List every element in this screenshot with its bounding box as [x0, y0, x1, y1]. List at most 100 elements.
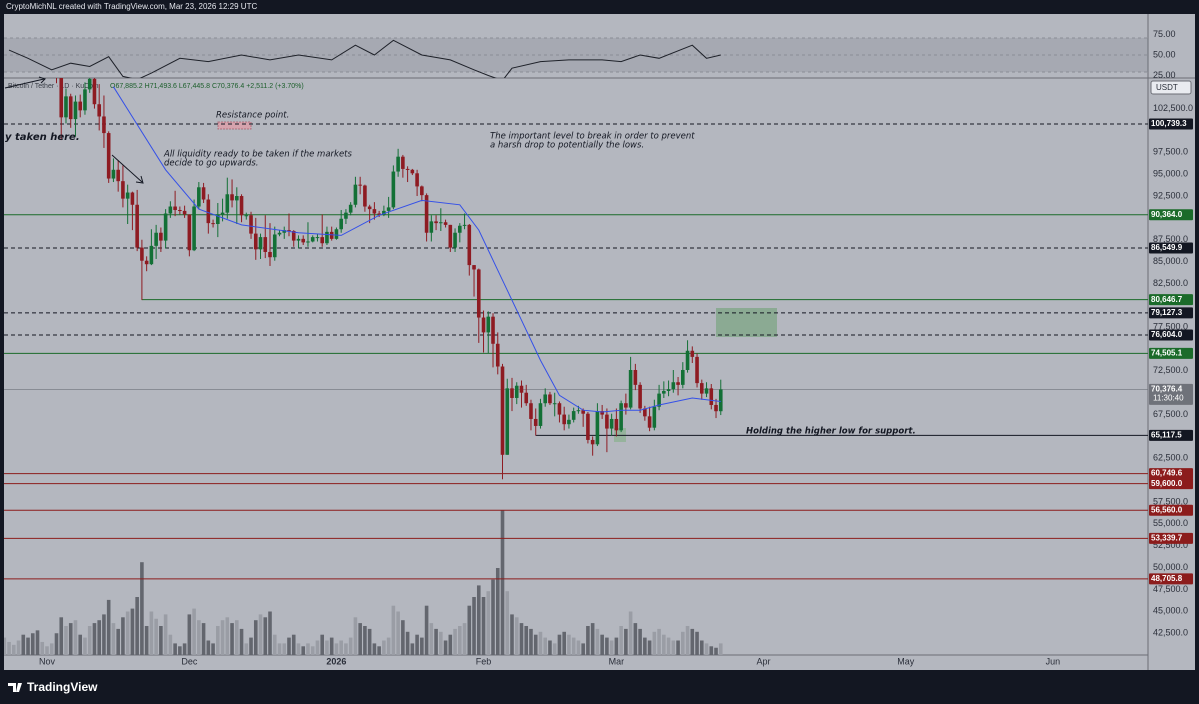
candle-body	[652, 406, 657, 428]
candle-body	[325, 231, 329, 244]
candle-body	[102, 116, 106, 134]
volume-bar	[263, 617, 268, 655]
y-tick-label: 55,000.0	[1153, 518, 1188, 528]
candle-body	[263, 237, 268, 252]
candle-body	[633, 369, 638, 385]
volume-bar	[586, 626, 590, 655]
candle-body	[168, 206, 173, 214]
y-tick-label: 47,500.0	[1153, 584, 1188, 594]
volume-bar	[125, 611, 130, 655]
candle-body	[173, 206, 177, 211]
volume-bar	[519, 623, 524, 655]
volume-bar	[83, 637, 87, 655]
volume-bar	[135, 597, 139, 655]
level-label: 60,749.6	[1151, 469, 1183, 478]
candle-body	[239, 196, 244, 216]
volume-bar	[187, 614, 192, 655]
volume-bar	[111, 623, 116, 655]
candle-body	[73, 101, 78, 120]
volume-bar	[420, 637, 424, 655]
candle-body	[415, 173, 419, 187]
volume-bar	[310, 646, 315, 655]
level-label: 74,505.1	[1151, 348, 1183, 357]
y-tick-label: 62,500.0	[1153, 453, 1188, 463]
candle-body	[562, 414, 566, 425]
volume-bar	[216, 626, 220, 655]
level-label-bg	[1149, 209, 1193, 221]
level-label-bg	[1149, 118, 1193, 130]
level-label-bg	[1149, 532, 1193, 544]
candle-body	[405, 168, 410, 170]
annotation: decide to go upwards.	[164, 159, 258, 169]
volume-bar	[16, 640, 21, 655]
volume-bar	[718, 643, 723, 655]
candle-body	[140, 247, 144, 261]
volume-bar	[628, 611, 633, 655]
volume-bar	[192, 608, 196, 655]
candle-body	[386, 207, 391, 211]
volume-bar	[7, 641, 11, 655]
volume-bar	[59, 617, 64, 655]
candle-body	[268, 251, 272, 258]
volume-bar	[685, 626, 690, 655]
volume-bar	[538, 631, 543, 655]
volume-bar	[49, 643, 54, 655]
y-tick-label: 102,500.0	[1153, 103, 1193, 113]
volume-bar	[296, 643, 301, 655]
candle-body	[671, 382, 676, 390]
candle-body	[201, 187, 206, 200]
candle-body	[420, 186, 424, 196]
candle-body	[600, 411, 604, 415]
header: CryptoMichNL created with TradingView.co…	[6, 2, 257, 11]
candle-body	[363, 185, 367, 207]
y-tick-label: 72,500.0	[1153, 365, 1188, 375]
candle-body	[225, 194, 230, 213]
volume-bar	[424, 605, 429, 655]
volume-bar	[619, 626, 623, 655]
candle-body	[643, 408, 647, 417]
volume-bar	[695, 631, 699, 655]
volume-bar	[144, 626, 149, 655]
candle-body	[614, 418, 619, 431]
volume-bar	[268, 611, 272, 655]
level-label-bg	[1149, 504, 1193, 516]
candle-body	[358, 184, 362, 186]
volume-bar	[552, 643, 557, 655]
candle-body	[718, 389, 723, 412]
candle-body	[699, 383, 704, 394]
ohlc-legend: O67,885.2 H71,493.6 L67,445.8 C70,376.4 …	[110, 83, 304, 90]
currency-box[interactable]	[1150, 80, 1192, 95]
candle-body	[538, 403, 543, 426]
volume-bar	[633, 623, 638, 655]
volume-bar	[363, 626, 367, 655]
annotation: The important level to break in order to…	[490, 132, 695, 142]
volume-pane	[4, 510, 723, 655]
volume-bar	[173, 643, 177, 655]
volume-bar	[4, 637, 7, 655]
volume-bar	[614, 637, 619, 655]
chart-background	[4, 14, 1195, 670]
candle-body	[353, 184, 358, 205]
volume-bar	[476, 585, 481, 655]
volume-bar	[590, 623, 595, 655]
volume-bar	[244, 643, 249, 655]
candle-body	[567, 419, 571, 425]
volume-bar	[277, 643, 282, 655]
candle-body	[681, 369, 685, 385]
resistance-box	[217, 121, 252, 130]
volume-bar	[178, 646, 182, 655]
candle-body	[206, 199, 211, 224]
level-label: 90,364.0	[1151, 210, 1183, 219]
volume-bar	[709, 646, 714, 655]
volume-bar	[315, 640, 320, 655]
candle-body	[144, 260, 149, 265]
candle-body	[481, 317, 486, 333]
volume-bar	[339, 640, 343, 655]
candles	[55, 78, 723, 480]
candle-body	[581, 410, 585, 414]
volume-bar	[505, 591, 510, 655]
logo	[8, 683, 22, 692]
candle-body	[277, 232, 282, 235]
candle-body	[529, 403, 533, 419]
y-tick-label: 67,500.0	[1153, 409, 1188, 419]
